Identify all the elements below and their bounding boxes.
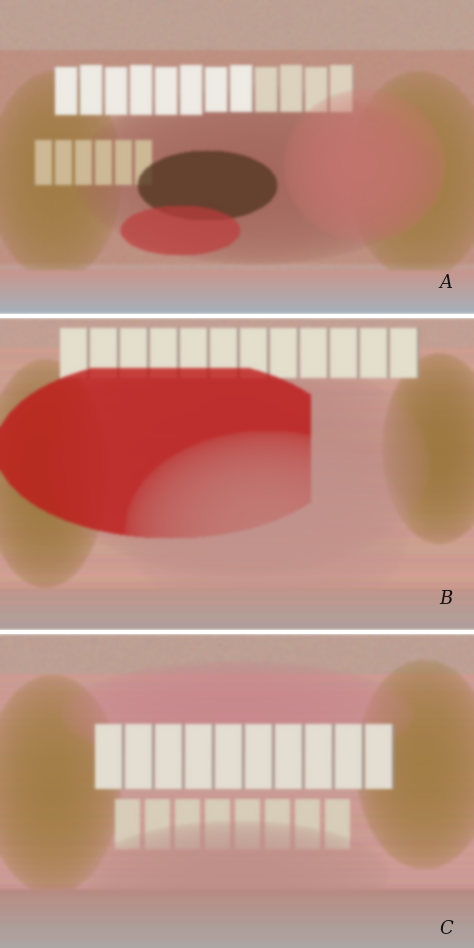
Text: B: B — [439, 590, 453, 608]
Text: A: A — [439, 274, 453, 292]
Text: C: C — [439, 920, 453, 938]
